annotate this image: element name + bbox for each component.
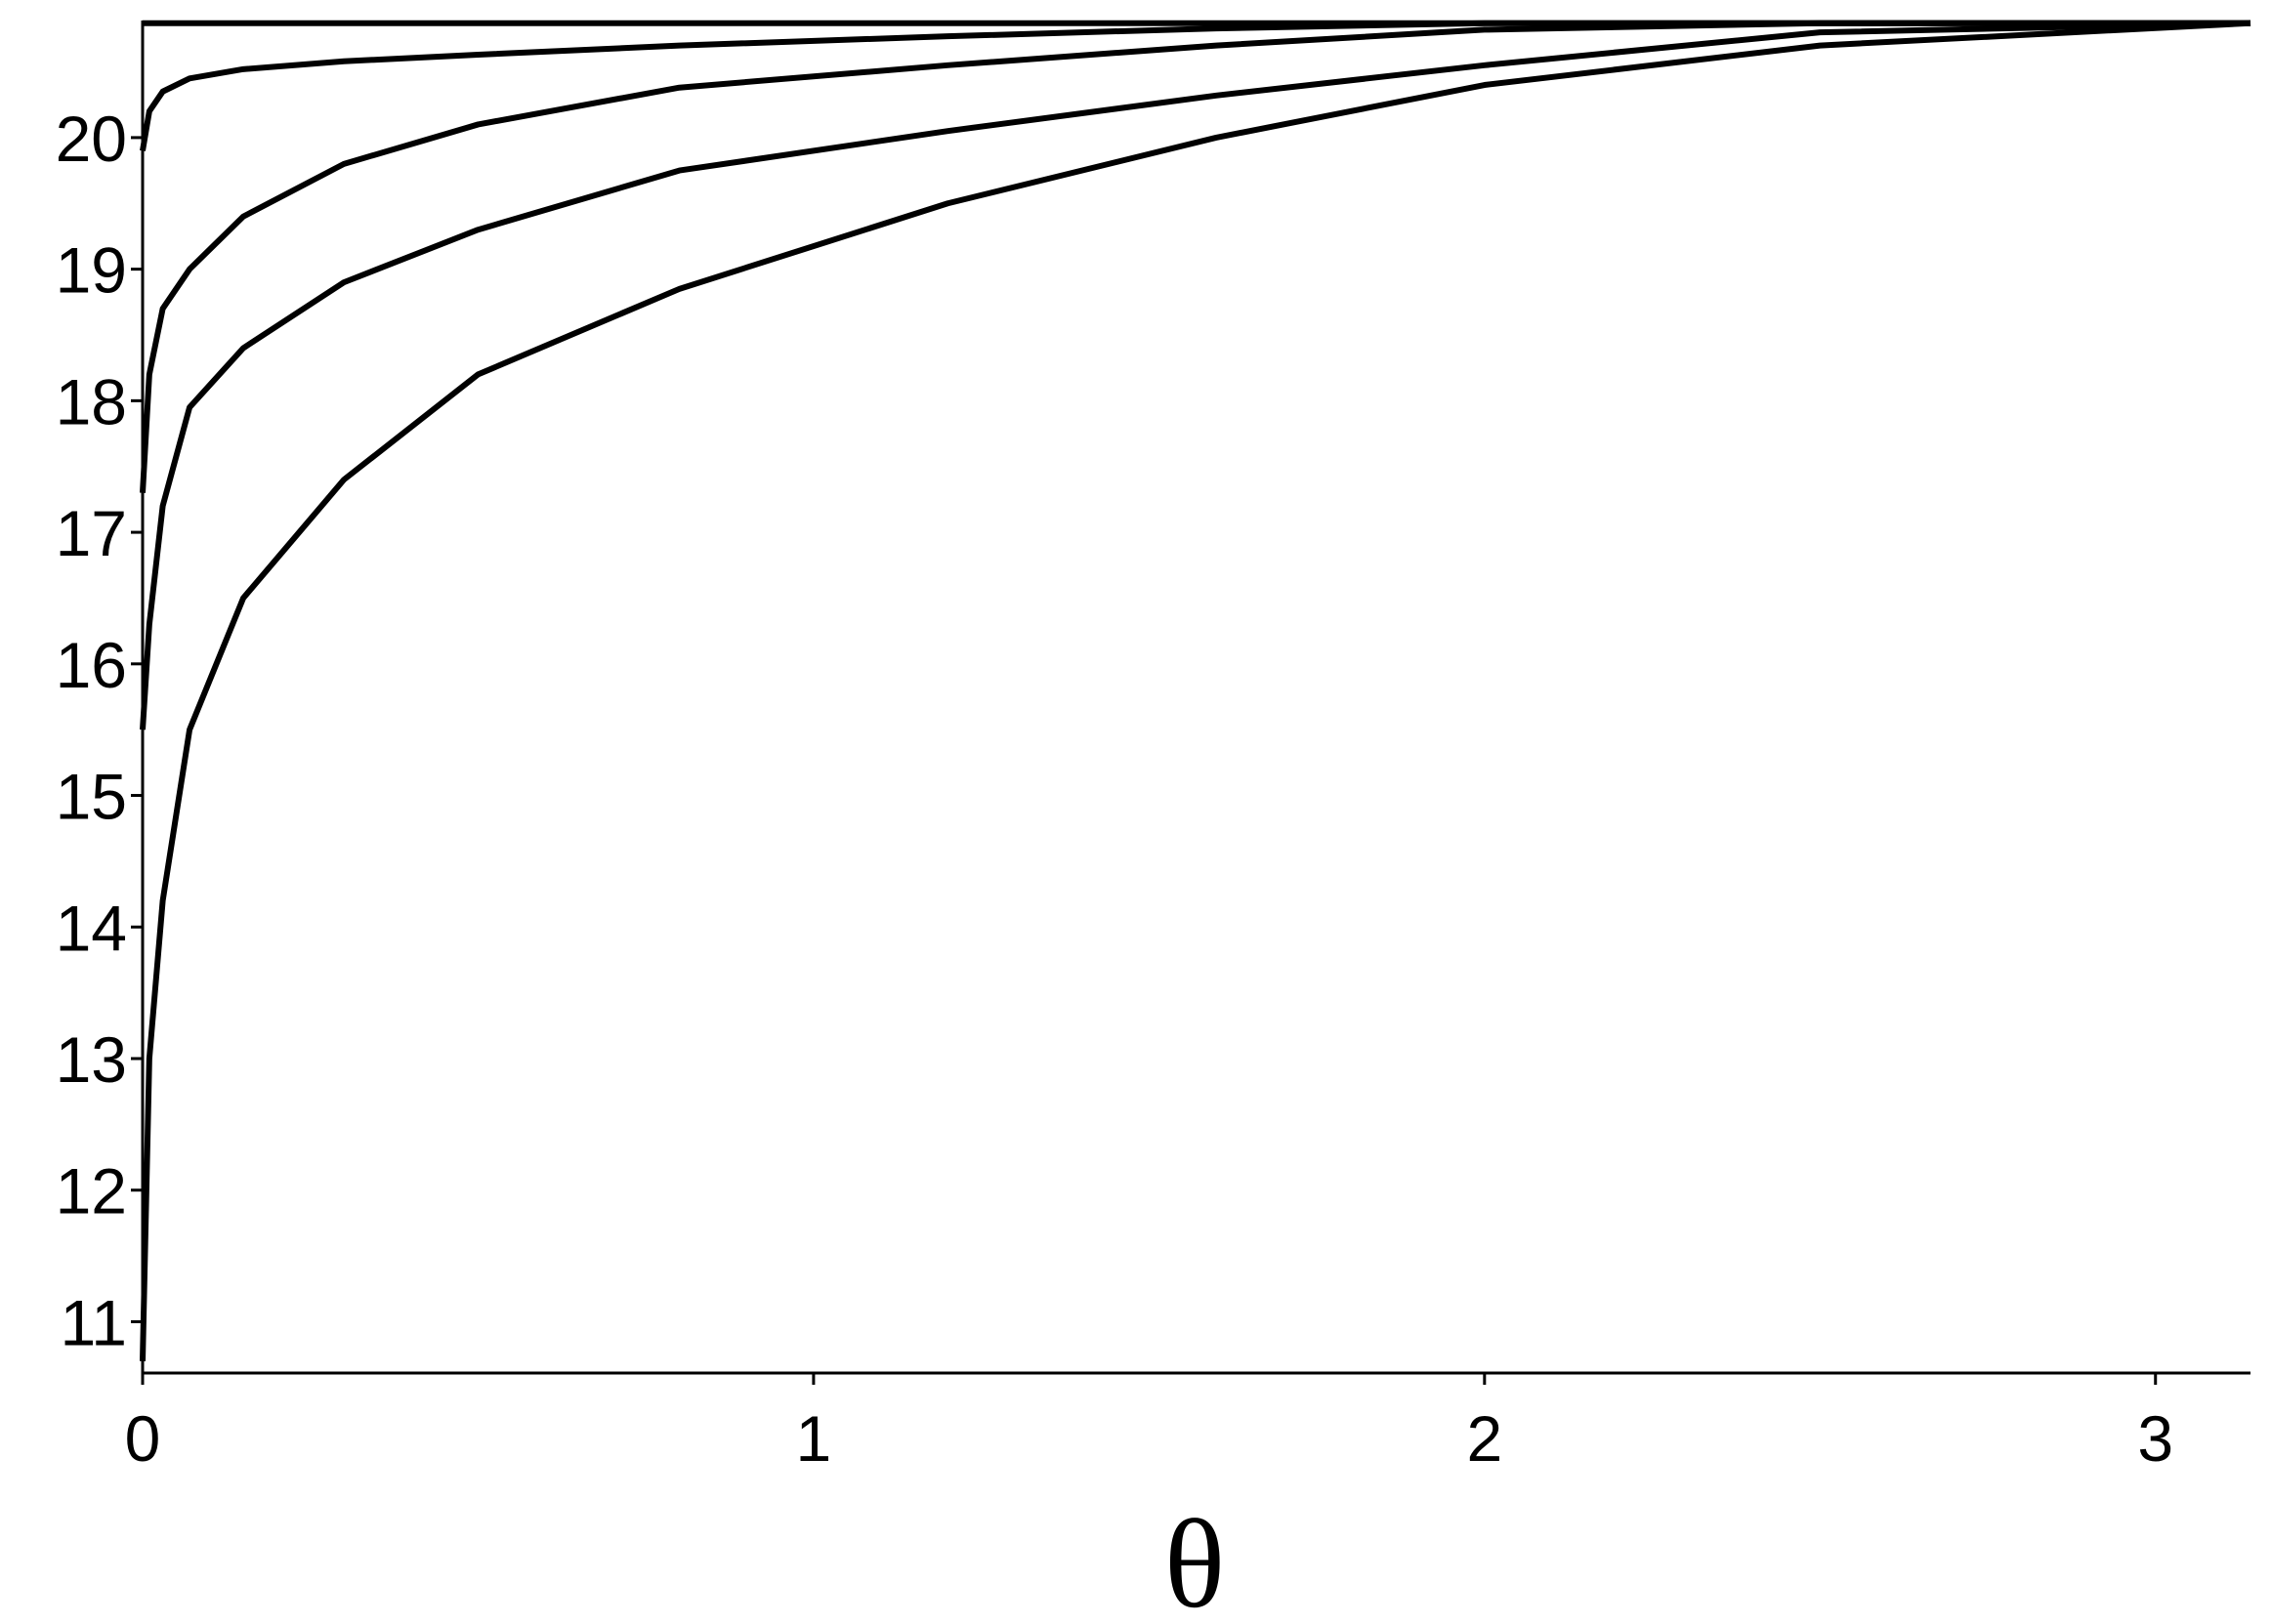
x-tick-label: 3 [2137, 1402, 2173, 1475]
line [140, 20, 2251, 1361]
y-tick-label: 15 [56, 761, 127, 833]
line [140, 20, 2250, 493]
x-axis-label: θ [1164, 1494, 1225, 1624]
y-tick-label: 18 [56, 365, 127, 437]
y-tick-label: 17 [56, 497, 127, 569]
y-tick-label: 20 [56, 103, 127, 175]
y-tick-label: 14 [56, 892, 127, 964]
y-tick-label: 19 [56, 234, 127, 307]
x-tick-label: 1 [796, 1402, 832, 1475]
y-tick-label: 11 [60, 1286, 127, 1358]
x-tick-label: 2 [1466, 1402, 1502, 1475]
line [140, 20, 2250, 151]
y-tick-label: 16 [56, 629, 127, 701]
line [140, 20, 2251, 730]
y-tick-label: 13 [56, 1023, 127, 1096]
x-tick-label: 0 [125, 1402, 161, 1475]
y-tick-label: 12 [56, 1155, 127, 1228]
